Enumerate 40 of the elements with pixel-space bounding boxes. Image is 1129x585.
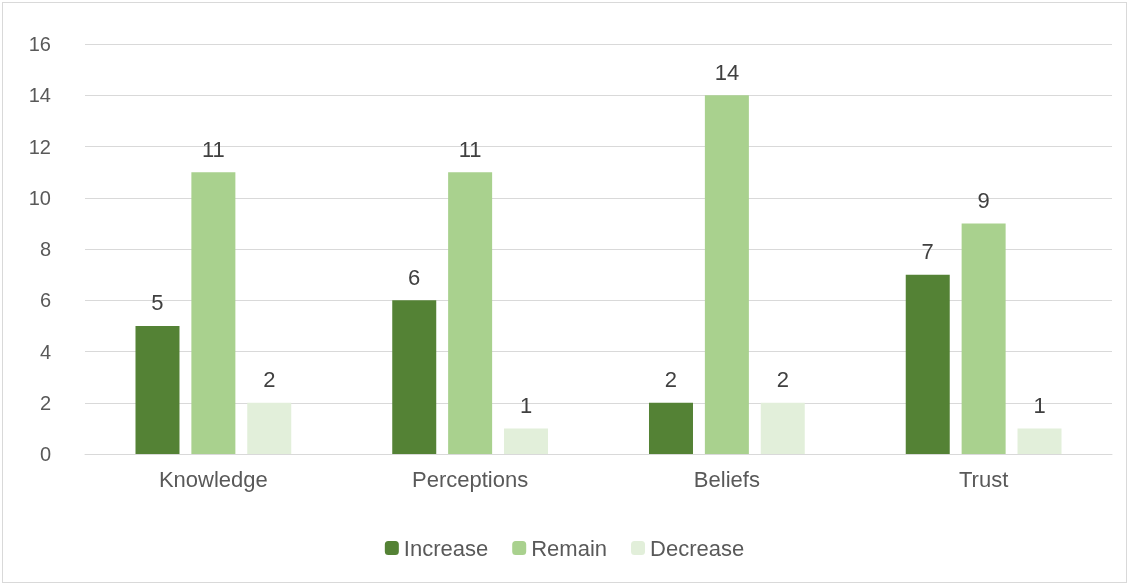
data-label: 1 <box>1033 392 1046 418</box>
x-tick-label: Beliefs <box>693 466 760 492</box>
y-tick-label: 12 <box>28 135 51 158</box>
data-label: 2 <box>776 367 789 393</box>
data-label: 9 <box>977 187 990 213</box>
y-tick-label: 8 <box>39 238 51 260</box>
bar <box>760 402 805 454</box>
y-tick-label: 0 <box>39 443 51 465</box>
x-tick-label: Trust <box>958 466 1009 492</box>
y-tick-label: 2 <box>39 391 51 414</box>
bar <box>704 95 749 454</box>
bar <box>1017 428 1062 454</box>
legend-label: Decrease <box>650 535 745 561</box>
bar <box>448 172 493 454</box>
bar <box>135 325 180 454</box>
x-tick-label: Knowledge <box>158 466 268 492</box>
data-label: 5 <box>151 290 164 316</box>
bar <box>191 172 236 454</box>
data-label: 14 <box>714 59 740 85</box>
bar <box>247 402 292 454</box>
data-label: 11 <box>201 136 225 162</box>
data-label: 2 <box>664 367 678 393</box>
bar <box>905 274 950 454</box>
y-tick-label: 16 <box>28 33 51 55</box>
bar <box>504 428 549 454</box>
y-tick-label: 14 <box>28 84 51 107</box>
data-label: 1 <box>519 392 533 418</box>
data-label: 7 <box>921 239 934 265</box>
data-label: 6 <box>408 264 421 290</box>
legend-label: Increase <box>403 535 489 561</box>
x-tick-label: Perceptions <box>412 466 529 492</box>
y-tick-label: 10 <box>28 186 51 209</box>
y-tick-label: 4 <box>39 340 51 363</box>
bar <box>392 300 437 454</box>
data-label: 11 <box>458 136 482 162</box>
data-label: 2 <box>263 367 276 393</box>
legend-label: Remain <box>531 535 608 561</box>
bar <box>961 223 1006 454</box>
y-tick-label: 6 <box>39 289 51 312</box>
bar <box>649 402 693 454</box>
